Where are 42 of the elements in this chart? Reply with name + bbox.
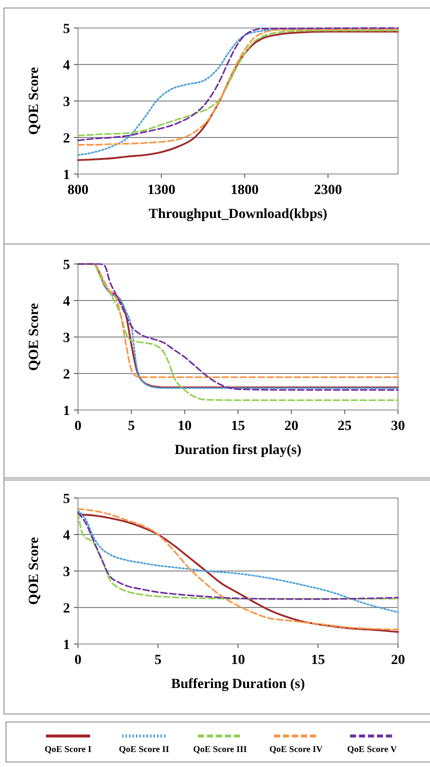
x-tick-label: 10 bbox=[231, 653, 245, 668]
y-tick-label: 2 bbox=[63, 367, 70, 382]
y-tick-label: 1 bbox=[63, 168, 70, 183]
y-tick-label: 5 bbox=[63, 492, 70, 507]
x-axis-title: Buffering Duration (s) bbox=[171, 677, 306, 692]
x-tick-label: 0 bbox=[74, 653, 82, 668]
y-tick-label: 5 bbox=[63, 22, 70, 37]
y-tick-label: 1 bbox=[63, 404, 70, 419]
x-tick-label: 25 bbox=[338, 419, 352, 434]
y-tick-label: 5 bbox=[63, 258, 70, 273]
x-tick-label: 0 bbox=[74, 419, 82, 434]
y-axis-title: QOE Score bbox=[27, 537, 42, 605]
y-tick-label: 2 bbox=[63, 131, 70, 146]
x-tick-label: 1800 bbox=[230, 183, 259, 198]
x-tick-label: 10 bbox=[178, 419, 192, 434]
legend-label: QoE Score IV bbox=[269, 744, 324, 754]
y-tick-label: 4 bbox=[63, 58, 70, 74]
x-axis-title: Throughput_Download(kbps) bbox=[148, 207, 328, 222]
y-tick-label: 4 bbox=[63, 528, 70, 544]
y-tick-label: 3 bbox=[63, 94, 70, 110]
y-tick-label: 3 bbox=[63, 564, 70, 580]
y-tick-label: 4 bbox=[63, 294, 70, 310]
y-tick-label: 1 bbox=[63, 638, 70, 653]
x-tick-label: 15 bbox=[311, 653, 325, 668]
legend-label: QoE Score III bbox=[193, 744, 248, 754]
y-axis-title: QOE Score bbox=[27, 303, 42, 371]
x-tick-label: 20 bbox=[284, 419, 298, 434]
y-tick-label: 3 bbox=[63, 330, 70, 346]
legend-label: QoE Score II bbox=[118, 744, 170, 754]
legend-label: QoE Score V bbox=[347, 744, 398, 754]
x-tick-label: 20 bbox=[391, 653, 405, 668]
x-tick-label: 800 bbox=[68, 183, 88, 198]
x-tick-label: 5 bbox=[154, 653, 162, 668]
x-tick-label: 2300 bbox=[314, 183, 342, 198]
y-axis-title: QOE Score bbox=[27, 67, 42, 135]
y-tick-label: 2 bbox=[63, 601, 70, 616]
x-tick-label: 15 bbox=[231, 419, 245, 434]
x-tick-label: 30 bbox=[391, 419, 405, 434]
legend-label: QoE Score I bbox=[44, 744, 92, 754]
x-tick-label: 1300 bbox=[147, 183, 176, 198]
x-axis-title: Duration first play(s) bbox=[174, 443, 302, 458]
x-tick-label: 5 bbox=[128, 419, 135, 434]
